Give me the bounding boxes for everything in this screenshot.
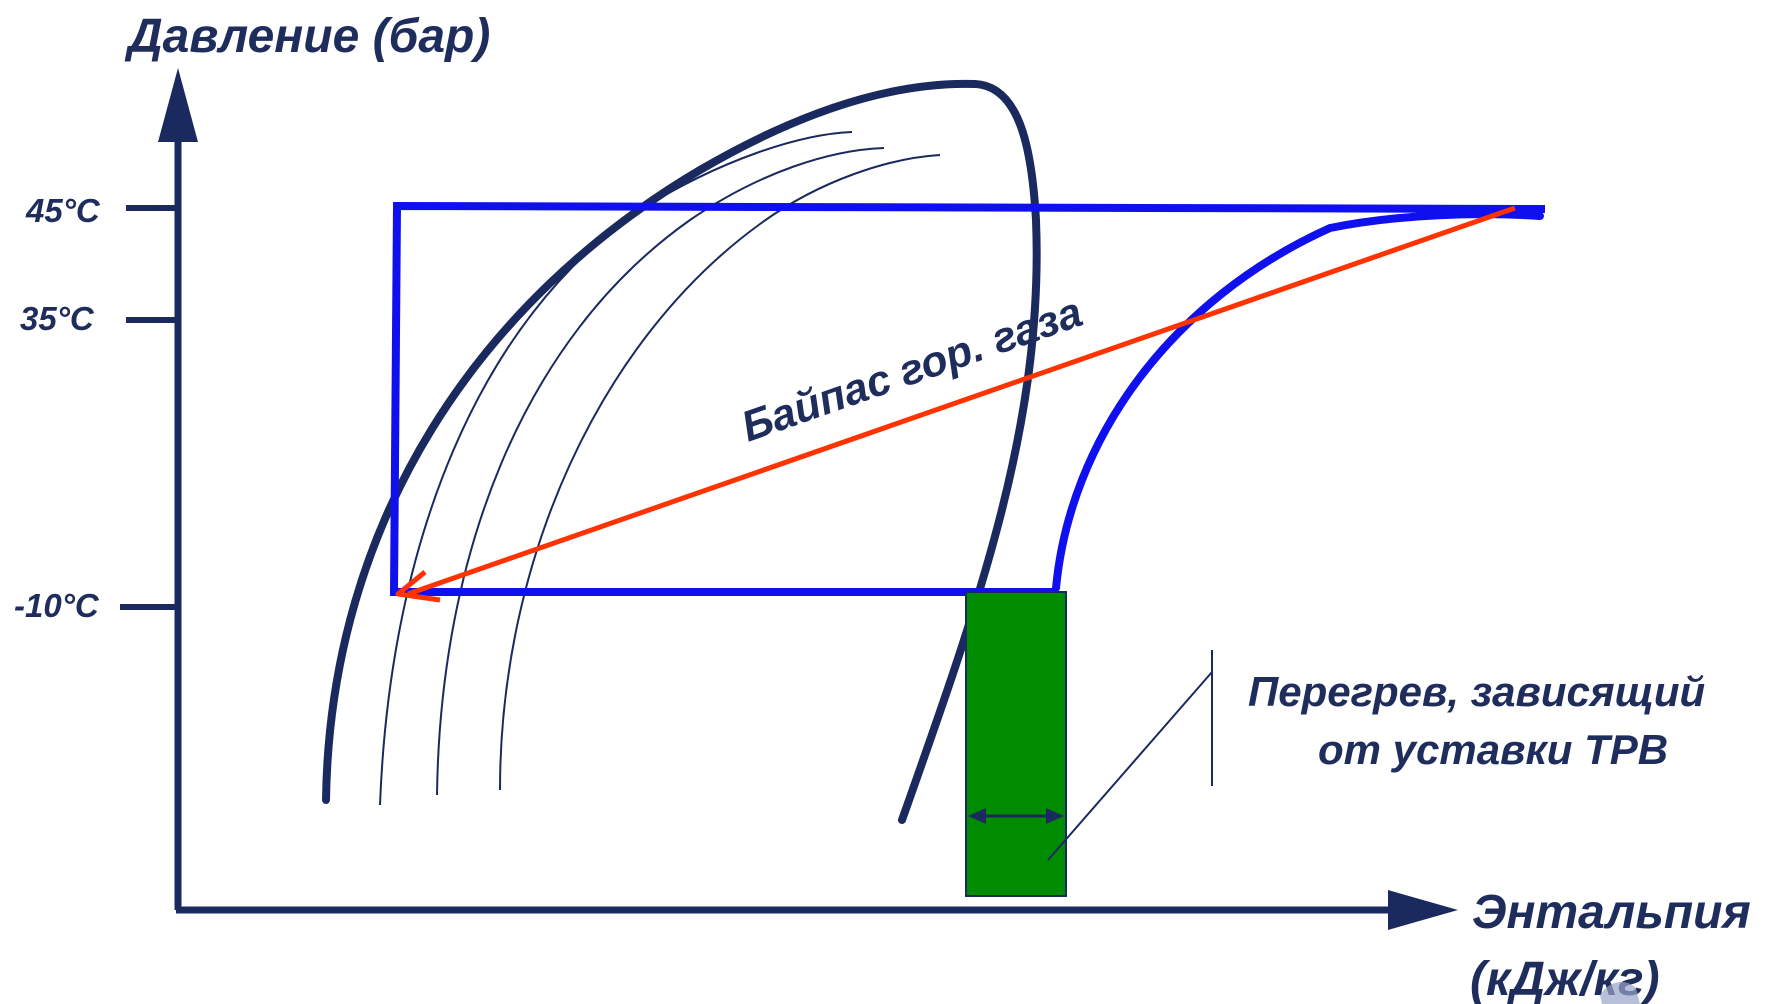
tick-label-minus10: -10°C bbox=[14, 587, 100, 624]
refrigeration-cycle-lines bbox=[389, 201, 1546, 596]
corner-logo-icon bbox=[1600, 981, 1640, 1004]
arrow-left-icon bbox=[968, 808, 986, 824]
isotherm-curve-1 bbox=[379, 131, 853, 806]
arrow-right-icon bbox=[1046, 808, 1064, 824]
hot-gas-bypass-line bbox=[407, 205, 1516, 597]
saturation-dome-curve bbox=[322, 79, 1041, 824]
y-axis-title: Давление (бар) bbox=[124, 10, 490, 63]
bypass-label: Байпас гор. газа bbox=[735, 288, 1088, 451]
x-axis-arrow-icon bbox=[1388, 890, 1458, 930]
x-axis-title-line1: Энтальпия bbox=[1472, 886, 1751, 939]
isotherm-curve-2 bbox=[436, 147, 885, 796]
tick-label-35: 35°C bbox=[20, 300, 95, 337]
superheat-zone-box bbox=[965, 591, 1067, 897]
bypass-arrowhead-icon bbox=[395, 570, 441, 603]
tick-label-45: 45°C bbox=[25, 192, 101, 229]
compression-curve bbox=[1052, 210, 1544, 592]
superheat-label-line2: от уставки ТРВ bbox=[1318, 726, 1668, 773]
isotherm-curve-3 bbox=[499, 154, 941, 791]
y-axis-arrow-icon bbox=[158, 68, 198, 142]
superheat-leader-line bbox=[1047, 671, 1213, 861]
superheat-label-line1: Перегрев, зависящий bbox=[1248, 668, 1705, 715]
